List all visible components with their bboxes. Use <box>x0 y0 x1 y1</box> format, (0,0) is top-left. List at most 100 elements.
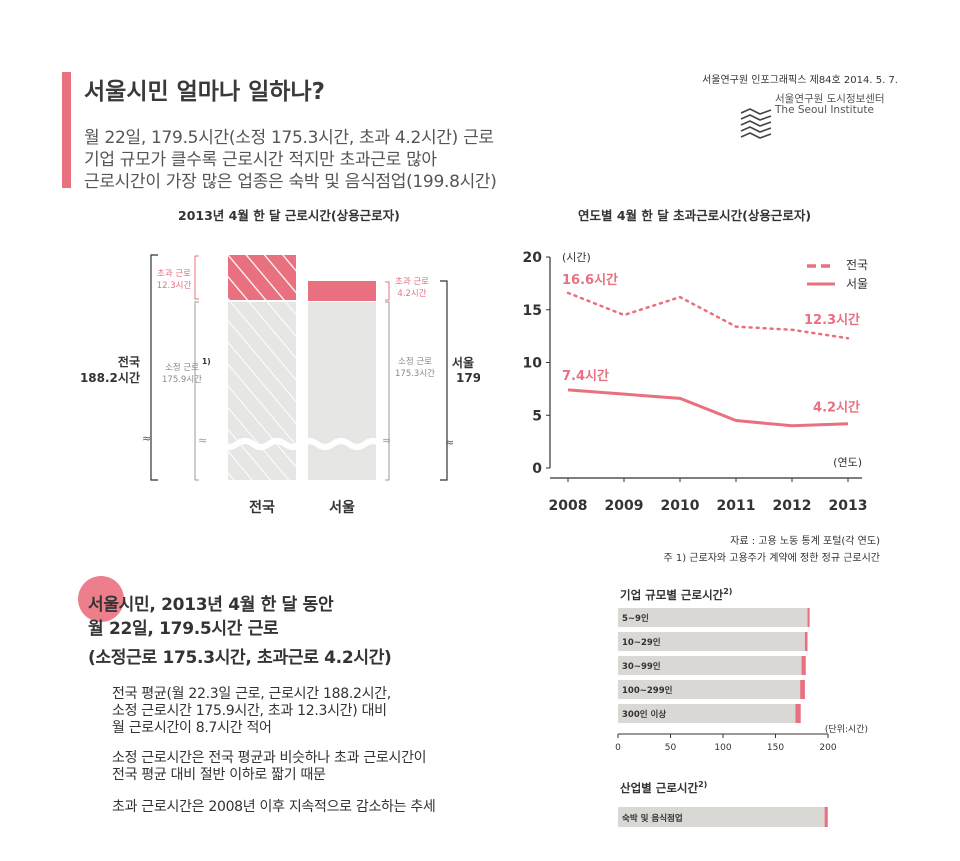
annotation-national-start: 16.6시간 <box>562 272 618 288</box>
legend-national-label: 전국 <box>846 258 868 272</box>
company-size-category-label: 5~9인 <box>622 613 649 624</box>
bar-national-regular-hatch <box>228 302 296 480</box>
x-tick-label: 2010 <box>661 498 700 514</box>
company-size-bar-overtime <box>801 656 806 675</box>
industry-category-label: 숙박 및 음식점업 <box>622 813 683 824</box>
axis-break-mark-seoul-inner: ≈ <box>382 434 391 447</box>
company-size-bar-overtime <box>800 680 805 699</box>
y-axis-unit-label: (시간) <box>562 251 591 264</box>
bar-national-overtime-hatch <box>228 255 296 300</box>
company-size-x-tick-label: 0 <box>615 743 621 753</box>
axis-break-wave <box>203 438 431 450</box>
company-size-x-tick-label: 200 <box>819 743 836 753</box>
label-national-regular-note: 1) <box>202 357 211 366</box>
institute-name-english: The Seoul Institute <box>775 104 874 116</box>
label-seoul-regular-value: 175.3시간 <box>395 368 435 379</box>
company-size-bar-overtime <box>795 704 801 723</box>
overtime-trend-chart: 0 5 10 15 20 2008 2009 2010 2011 2012 2013 (시간) (연도)… <box>523 250 869 514</box>
bar-seoul-overtime <box>308 281 376 301</box>
label-seoul-total-value: 179.5시간 <box>456 370 480 385</box>
x-tick-label: 2012 <box>773 498 812 514</box>
company-size-category-label: 10~29인 <box>622 637 661 648</box>
company-size-chart-note: 2) <box>723 587 733 597</box>
category-label-national: 전국 <box>249 499 275 516</box>
subline-3: 근로시간이 가장 많은 업종은 숙박 및 음식점업(199.8시간) <box>84 172 497 192</box>
series-line-seoul <box>567 388 849 428</box>
overtime-trend-chart-title: 연도별 4월 한 달 초과근로시간(상용근로자) <box>578 208 812 223</box>
source-note: 자료 : 고용 노동 통계 포털(각 연도) <box>730 536 880 547</box>
axis-break-mark: ≈ <box>142 432 151 445</box>
label-seoul-regular-name: 소정 근로 <box>398 356 432 367</box>
bracket-seoul-total <box>440 280 448 481</box>
company-size-bar <box>618 632 805 651</box>
monthly-hours-chart-title: 2013년 4월 한 달 근로시간(상용근로자) <box>178 208 400 223</box>
label-national-overtime-value: 12.3시간 <box>157 280 192 291</box>
subline-2: 기업 규모가 클수록 근로시간 적지만 초과근로 많아 <box>84 150 437 170</box>
industry-chart-note: 2) <box>698 780 708 790</box>
annotation-seoul-end: 4.2시간 <box>813 400 860 416</box>
seoul-institute-logo-icon <box>740 108 772 139</box>
summary-bullet-3-line-1: 초과 근로시간은 2008년 이후 지속적으로 감소하는 추세 <box>112 799 436 815</box>
industry-bar <box>618 807 825 827</box>
y-tick-label: 0 <box>532 461 542 477</box>
monthly-hours-chart: ≈ 전국 188.2시간 초과 근로 12.3시간 소정 근로 1) 175.9… <box>80 254 480 516</box>
company-size-bar <box>618 704 796 723</box>
page-title: 서울시민 얼마나 일하나? <box>84 79 325 105</box>
bracket-seoul-regular <box>385 301 390 481</box>
summary-bullet-1-line-2: 소정 근로시간 175.9시간, 초과 12.3시간) 대비 <box>112 703 387 719</box>
x-tick-label: 2011 <box>717 498 756 514</box>
bracket-seoul-overtime <box>385 281 390 301</box>
label-seoul-overtime-name: 초과 근로 <box>395 277 429 287</box>
company-size-x-tick-label: 150 <box>767 743 784 753</box>
y-tick-label: 5 <box>532 408 542 424</box>
publication-info: 서울연구원 인포그래픽스 제84호 2014. 5. 7. <box>702 75 898 86</box>
y-tick-label: 20 <box>523 250 543 266</box>
label-national-regular-value: 175.9시간 <box>162 374 202 385</box>
annotation-national-end: 12.3시간 <box>804 312 860 328</box>
company-size-chart: 5~9인 10~29인 30~99인 100~299인 300인 이상 0 50 100 150… <box>615 608 868 753</box>
company-size-bar <box>618 680 801 699</box>
company-size-unit-label: (단위:시간) <box>825 724 868 735</box>
label-national-regular-name: 소정 근로 <box>165 362 199 373</box>
summary-bullet-1-line-1: 전국 평균(월 22.3일 근로, 근로시간 188.2시간, <box>112 686 391 702</box>
company-size-category-label: 100~299인 <box>622 685 673 696</box>
x-tick-label: 2013 <box>829 498 868 514</box>
summary-bullet-2-line-1: 소정 근로시간은 전국 평균과 비슷하나 초과 근로시간이 <box>112 750 427 766</box>
bracket-national-total <box>150 254 158 481</box>
summary-headline-2: 월 22일, 179.5시간 근로 <box>88 619 279 639</box>
company-size-category-label: 30~99인 <box>622 661 661 672</box>
summary-headline-3: (소정근로 175.3시간, 초과근로 4.2시간) <box>88 648 392 668</box>
footnote: 주 1) 근로자와 고용주가 계약에 정한 정규 근로시간 <box>663 553 880 564</box>
company-size-bar <box>618 656 802 675</box>
label-seoul-total-name: 서울 <box>452 355 474 370</box>
label-national-total-value: 188.2시간 <box>80 370 140 385</box>
bar-seoul-regular <box>308 302 376 480</box>
company-size-bar <box>618 608 808 627</box>
company-size-x-tick-label: 100 <box>714 743 731 753</box>
series-line-national <box>566 291 850 340</box>
company-size-bar-overtime <box>807 608 810 627</box>
industry-chart-title-text: 산업별 근로시간 <box>620 781 699 795</box>
industry-chart: 숙박 및 음식점업 <box>618 807 828 827</box>
bracket-national-regular <box>194 301 199 481</box>
subline-1: 월 22일, 179.5시간(소정 175.3시간, 초과 4.2시간) 근로 <box>84 128 494 148</box>
institute-name-korean: 서울연구원 도시정보센터 <box>775 93 885 105</box>
label-national-total-name: 전국 <box>118 354 140 369</box>
label-seoul-overtime-value: 4.2시간 <box>397 288 426 299</box>
company-size-x-tick-label: 50 <box>665 743 677 753</box>
x-axis-unit-label: (연도) <box>833 456 862 469</box>
company-size-chart-title: 기업 규모별 근로시간2) <box>620 587 732 603</box>
bracket-national-overtime <box>194 255 199 300</box>
x-tick-label: 2009 <box>605 498 644 514</box>
axis-break-mark-right: ≈ <box>445 436 454 449</box>
title-accent-bar <box>62 72 71 188</box>
headline-accent-circle <box>78 576 124 622</box>
industry-bar-overtime <box>824 807 828 827</box>
company-size-category-label: 300인 이상 <box>622 709 666 720</box>
company-size-chart-title-text: 기업 규모별 근로시간 <box>620 588 724 602</box>
y-tick-label: 15 <box>523 303 542 319</box>
company-size-bar-overtime <box>804 632 808 651</box>
annotation-seoul-start: 7.4시간 <box>562 368 609 384</box>
label-national-overtime-name: 초과 근로 <box>157 269 191 279</box>
x-tick-label: 2008 <box>549 498 588 514</box>
